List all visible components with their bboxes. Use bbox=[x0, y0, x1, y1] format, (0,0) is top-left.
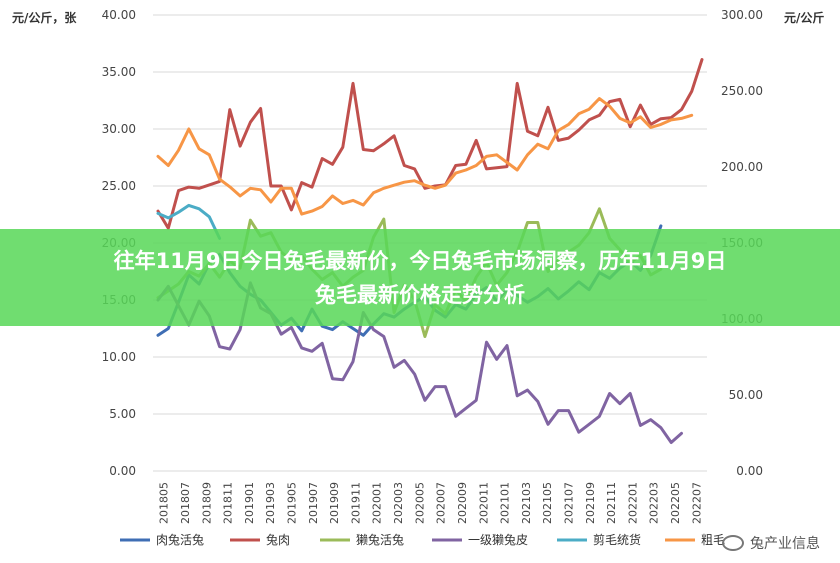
x-tick-label: 202111 bbox=[605, 482, 618, 524]
x-tick-label: 202205 bbox=[669, 482, 682, 524]
x-tick-label: 202105 bbox=[541, 482, 554, 524]
banner-line-1: 往年11月9日今日兔毛最新价，今日兔毛市场洞察，历年11月9日 bbox=[113, 248, 727, 273]
x-tick-label: 202201 bbox=[626, 482, 639, 524]
left-axis: 0.005.0010.0015.0020.0025.0030.0035.0040… bbox=[102, 8, 136, 478]
right-tick-label: 0.00 bbox=[736, 464, 763, 478]
right-tick-label: 250.00 bbox=[721, 84, 763, 98]
title-banner: 往年11月9日今日兔毛最新价，今日兔毛市场洞察，历年11月9日 兔毛最新价格走势… bbox=[0, 229, 840, 326]
x-tick-label: 202011 bbox=[477, 482, 490, 524]
x-tick-label: 202203 bbox=[648, 482, 661, 524]
legend-label: 肉兔活兔 bbox=[156, 532, 204, 547]
left-axis-unit: 元/公斤，张 bbox=[12, 10, 77, 25]
watermark: 兔产业信息 bbox=[722, 533, 820, 553]
x-tick-label: 202007 bbox=[435, 482, 448, 524]
x-tick-label: 201807 bbox=[179, 482, 192, 524]
legend: 肉兔活兔 兔肉 獭兔活兔 一级獭兔皮 剪毛统货 粗毛 bbox=[120, 532, 725, 547]
x-tick-label: 202003 bbox=[392, 482, 405, 524]
legend-label: 兔肉 bbox=[266, 532, 290, 547]
legend-label: 剪毛统货 bbox=[593, 532, 641, 547]
x-tick-label: 201809 bbox=[200, 482, 213, 524]
left-tick-label: 40.00 bbox=[102, 8, 136, 22]
left-tick-label: 35.00 bbox=[102, 65, 136, 79]
x-tick-label: 202101 bbox=[499, 482, 512, 524]
x-tick-label: 201805 bbox=[158, 482, 171, 524]
watermark-text: 兔产业信息 bbox=[750, 536, 820, 552]
left-tick-label: 30.00 bbox=[102, 122, 136, 136]
x-tick-label: 201903 bbox=[264, 482, 277, 524]
series-line bbox=[156, 97, 694, 216]
left-tick-label: 0.00 bbox=[109, 464, 136, 478]
left-tick-label: 25.00 bbox=[102, 179, 136, 193]
x-tick-label: 202009 bbox=[456, 482, 469, 524]
x-tick-label: 202103 bbox=[520, 482, 533, 524]
x-tick-label: 201901 bbox=[243, 482, 256, 524]
left-tick-label: 5.00 bbox=[109, 407, 136, 421]
right-axis-unit: 元/公斤 bbox=[784, 10, 824, 25]
x-tick-label: 201907 bbox=[307, 482, 320, 524]
legend-label: 獭兔活兔 bbox=[356, 532, 404, 547]
series-line bbox=[156, 203, 222, 240]
right-tick-label: 300.00 bbox=[721, 8, 763, 22]
x-tick-label: 201905 bbox=[286, 482, 299, 524]
series-line bbox=[156, 58, 704, 230]
x-tick-label: 202109 bbox=[584, 482, 597, 524]
right-tick-label: 200.00 bbox=[721, 160, 763, 174]
wechat-icon bbox=[722, 535, 744, 551]
legend-label: 粗毛 bbox=[701, 533, 725, 547]
x-tick-label: 201911 bbox=[349, 482, 362, 524]
x-tick-label: 202107 bbox=[563, 482, 576, 524]
x-tick-label: 201811 bbox=[222, 482, 235, 524]
x-tick-label: 202005 bbox=[413, 482, 426, 524]
legend-label: 一级獭兔皮 bbox=[468, 532, 528, 547]
x-axis: 201805 201807 201809 201811 201901 201903 2019… bbox=[158, 482, 704, 524]
x-tick-label: 201909 bbox=[328, 482, 341, 524]
right-tick-label: 50.00 bbox=[729, 388, 763, 402]
x-tick-label: 202001 bbox=[371, 482, 384, 524]
left-tick-label: 10.00 bbox=[102, 350, 136, 364]
banner-line-2: 兔毛最新价格走势分析 bbox=[314, 282, 525, 307]
x-tick-label: 202207 bbox=[690, 482, 703, 524]
